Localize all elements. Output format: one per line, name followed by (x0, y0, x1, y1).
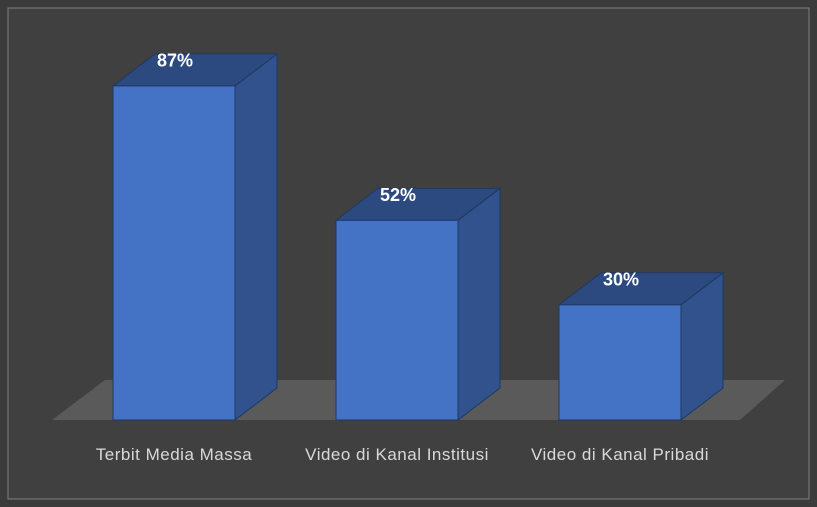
bar-front (335, 219, 459, 421)
bar (334, 187, 502, 422)
bar-front (112, 85, 236, 421)
x-tick-label: Video di Kanal Institusi (305, 445, 489, 464)
bar (557, 271, 725, 422)
bar-side (457, 187, 501, 422)
bar (111, 52, 279, 422)
bar-side (234, 52, 278, 422)
x-tick-label: Video di Kanal Pribadi (531, 445, 709, 464)
data-label: 30% (603, 270, 639, 290)
data-label: 87% (157, 51, 193, 71)
data-label: 52% (380, 185, 416, 205)
x-tick-label: Terbit Media Massa (95, 445, 253, 464)
bar-front (558, 304, 682, 421)
